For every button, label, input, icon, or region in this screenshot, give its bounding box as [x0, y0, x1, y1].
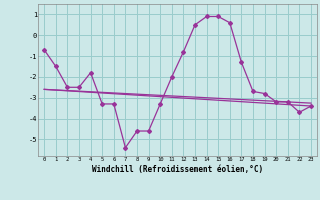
X-axis label: Windchill (Refroidissement éolien,°C): Windchill (Refroidissement éolien,°C) [92, 165, 263, 174]
